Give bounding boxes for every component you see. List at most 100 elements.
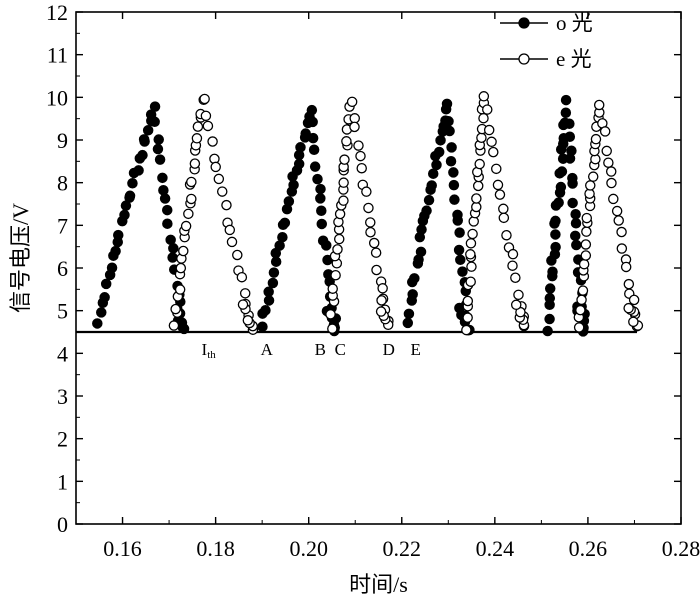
o-light-point	[423, 194, 435, 206]
e-light-point	[471, 201, 482, 213]
e-light-point	[186, 193, 197, 205]
e-light-point	[616, 243, 628, 254]
e-light-point	[180, 220, 192, 232]
o-light-point	[544, 313, 555, 325]
o-light-point	[452, 215, 463, 226]
o-light-point	[421, 205, 432, 216]
e-light-point	[170, 303, 181, 315]
o-light-point	[560, 94, 572, 106]
e-light-point	[376, 295, 387, 306]
e-light-point	[189, 158, 201, 169]
o-light-point	[542, 325, 553, 337]
e-light-point	[472, 180, 484, 192]
o-light-point	[161, 204, 173, 216]
e-light-point	[338, 195, 349, 206]
o-light-point	[152, 143, 164, 155]
e-light-point	[174, 284, 186, 295]
e-light-point	[488, 146, 499, 158]
o-light-point	[113, 229, 124, 241]
e-light-point	[474, 158, 485, 170]
o-light-point	[555, 181, 567, 193]
e-light-point	[587, 171, 599, 182]
o-light-point	[443, 116, 454, 127]
o-light-point	[415, 246, 427, 258]
o-light-point	[426, 180, 437, 191]
e-light-point	[507, 248, 519, 260]
e-light-point	[593, 99, 605, 111]
o-light-point	[564, 131, 576, 142]
o-light-point	[320, 240, 332, 251]
e-light-point	[462, 295, 474, 307]
e-light-point	[606, 177, 617, 189]
o-light-point	[277, 231, 288, 243]
o-light-point	[547, 266, 558, 277]
o-light-point	[149, 116, 160, 128]
e-light-point	[333, 233, 345, 245]
annotation-b: B	[315, 340, 326, 359]
annotation-d: D	[383, 340, 395, 359]
e-light-point	[577, 285, 589, 296]
o-light-point	[270, 256, 282, 267]
o-light-point	[99, 292, 110, 303]
o-light-point	[570, 230, 581, 242]
series-e-light	[168, 91, 644, 336]
e-light-point	[613, 215, 624, 226]
e-light-point	[494, 189, 506, 200]
o-light-point	[100, 278, 112, 290]
o-light-point	[263, 295, 275, 306]
e-light-point	[501, 229, 512, 241]
o-light-point	[409, 273, 420, 284]
e-light-point	[492, 179, 504, 191]
e-light-point	[339, 154, 350, 165]
e-light-point	[578, 258, 590, 270]
e-light-point	[363, 202, 374, 214]
e-light-point	[462, 312, 473, 323]
o-light-point	[96, 307, 107, 318]
o-light-point	[446, 142, 457, 153]
e-light-point	[580, 250, 592, 261]
o-light-point	[550, 229, 561, 240]
e-light-point	[349, 113, 360, 124]
x-tick-label: 0.22	[383, 536, 422, 561]
o-light-point	[142, 125, 154, 136]
e-light-point	[168, 320, 180, 331]
e-light-point	[183, 208, 194, 220]
o-light-point	[550, 215, 561, 227]
legend-label: e 光	[556, 47, 592, 71]
o-light-point	[449, 194, 460, 205]
o-light-point	[454, 227, 465, 238]
y-tick-label: 1	[57, 469, 68, 494]
e-light-point	[467, 228, 478, 240]
y-tick-label: 5	[57, 299, 68, 324]
o-light-point	[268, 267, 280, 278]
o-light-point	[444, 125, 455, 137]
points-layer	[92, 91, 644, 337]
e-light-point	[202, 120, 214, 132]
e-light-point	[355, 150, 366, 162]
e-light-point	[332, 244, 343, 255]
o-light-point	[435, 135, 446, 146]
e-light-point	[210, 161, 221, 173]
o-light-point	[162, 218, 173, 229]
o-light-point	[159, 193, 171, 204]
o-light-point	[567, 178, 578, 189]
e-light-point	[242, 315, 254, 326]
e-light-point	[175, 262, 187, 274]
e-light-point	[507, 260, 518, 271]
y-tick-label: 8	[57, 171, 68, 196]
o-light-point	[167, 252, 178, 263]
e-light-point	[237, 299, 249, 310]
o-light-point	[567, 197, 578, 209]
annotation-subscript: th	[207, 349, 216, 361]
x-tick-label: 0.18	[196, 536, 235, 561]
e-light-point	[620, 261, 632, 273]
o-light-point	[295, 142, 306, 153]
annotations-layer: Ith A B C D E	[202, 340, 421, 361]
o-light-point	[267, 277, 279, 289]
o-light-point	[448, 179, 460, 191]
e-light-point	[200, 110, 212, 122]
e-light-point	[461, 324, 472, 336]
e-light-point	[599, 126, 611, 137]
e-light-point	[510, 299, 522, 311]
e-light-point	[375, 306, 387, 317]
